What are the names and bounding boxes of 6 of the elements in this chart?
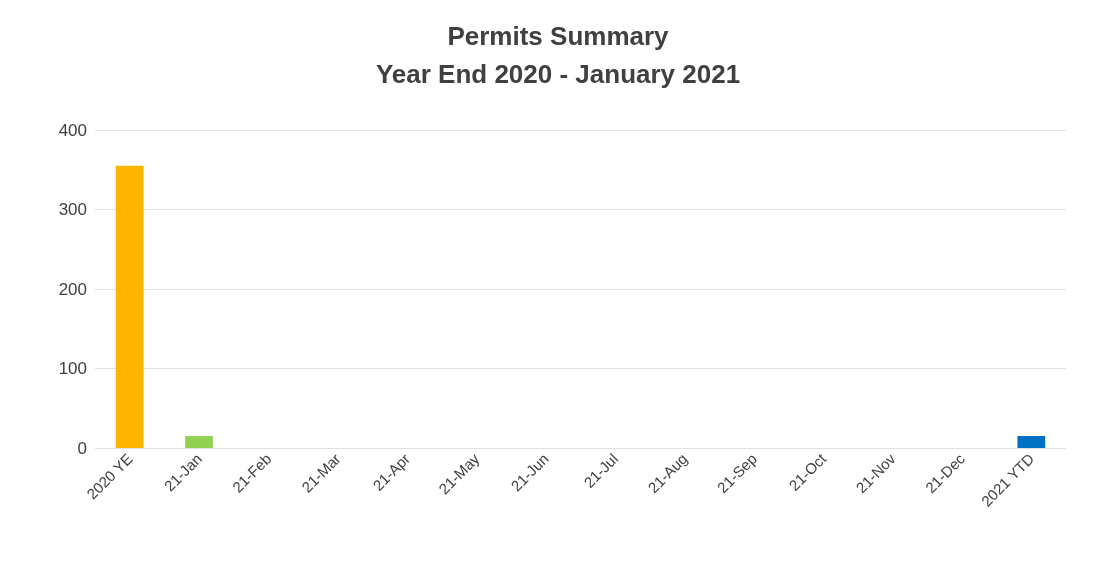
y-tick-label: 200 (58, 279, 87, 299)
y-tick-label: 300 (58, 200, 87, 219)
y-tick-label: 0 (77, 438, 87, 458)
y-tick-label: 400 (58, 120, 87, 140)
y-tick-label: 100 (58, 359, 87, 378)
chart-title: Permits Summary Year End 2020 - January 2021 (375, 21, 741, 89)
